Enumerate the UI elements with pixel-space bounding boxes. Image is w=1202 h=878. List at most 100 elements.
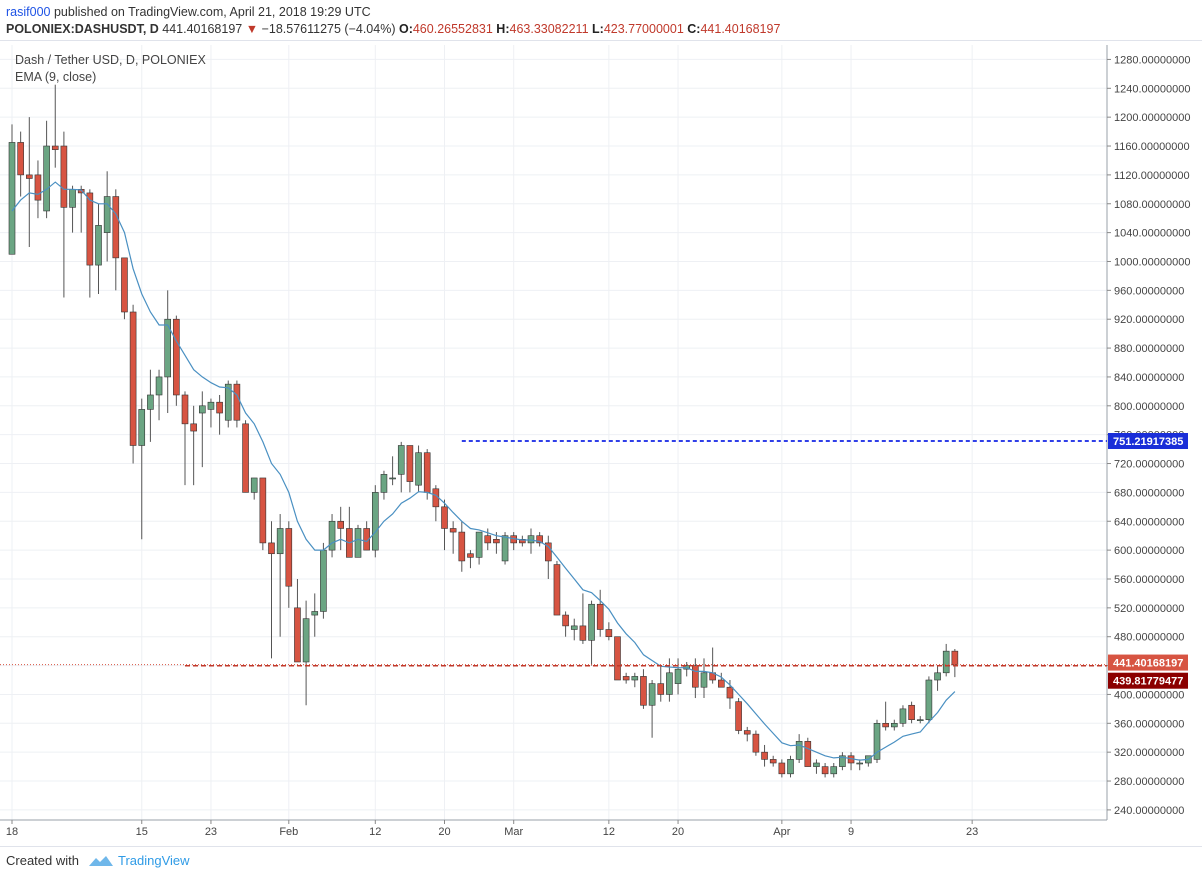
candle-body [302, 618, 310, 663]
level-lines[interactable] [0, 440, 1107, 667]
candle-down [181, 391, 189, 486]
candle-body [423, 452, 431, 493]
author-link[interactable]: rasif000 [6, 5, 51, 19]
candle-body [519, 538, 526, 544]
candle-body [328, 520, 336, 551]
candle-up [873, 719, 881, 763]
symbol-line: POLONIEX:DASHUSDT, D 441.40168197 ▼ −18.… [6, 22, 780, 36]
candle-up [397, 441, 405, 493]
candle-body [69, 189, 76, 208]
candle-up [199, 391, 206, 468]
candle-up [138, 398, 146, 540]
candle-down [86, 189, 94, 298]
x-tick-label: Feb [279, 826, 298, 838]
candle-down [605, 622, 613, 641]
candle-up [527, 528, 535, 554]
candle-down [579, 593, 587, 644]
candle-up [648, 680, 656, 738]
y-tick-label: 360.00000000 [1114, 718, 1184, 730]
candle-body [925, 679, 933, 720]
candle-body [250, 477, 258, 493]
candle-body [951, 650, 959, 666]
candle-body [320, 549, 327, 612]
x-tick-label: Mar [504, 826, 523, 838]
candle-up [354, 524, 362, 558]
close-label: C: [687, 22, 701, 36]
candle-body [536, 535, 543, 544]
tradingview-logo-icon[interactable] [88, 853, 114, 869]
legend-title: Dash / Tether USD, D, POLONIEX [15, 53, 206, 67]
down-arrow-icon: ▼ [245, 22, 259, 36]
support-badge-text: 439.81779477 [1113, 676, 1183, 688]
candle-down [34, 160, 42, 219]
candle-body [475, 531, 483, 558]
candle-body [726, 686, 734, 699]
candle-down [544, 535, 552, 579]
candle-down [519, 535, 526, 547]
candle-down [60, 131, 68, 298]
candle-body [181, 394, 189, 425]
candle-body [155, 376, 163, 396]
candle-body [700, 672, 708, 688]
candle-body [804, 741, 812, 767]
candle-body [830, 766, 838, 775]
candle-body [640, 676, 647, 706]
candle-down [77, 185, 85, 233]
published-text: published on TradingView.com, April 21, … [53, 5, 371, 19]
y-tick-label: 680.00000000 [1114, 487, 1184, 499]
candle-up [276, 514, 284, 637]
candle-body [190, 423, 197, 432]
candle-down [112, 189, 120, 291]
open-value: 460.26552831 [412, 22, 493, 36]
candle-body [371, 492, 379, 551]
tradingview-brand-link[interactable]: TradingView [118, 853, 190, 868]
candle-body [233, 383, 241, 421]
footer: Created with TradingView [0, 846, 1202, 878]
candle-up [43, 120, 50, 219]
price-chart[interactable]: 240.00000000 280.00000000 320.00000000 360.… [0, 41, 1202, 846]
high-value: 463.33082211 [509, 22, 589, 36]
candle-down [406, 445, 414, 493]
x-tick-label: 23 [966, 826, 978, 838]
candle-up [164, 290, 171, 414]
y-tick-label: 480.00000000 [1114, 632, 1184, 644]
price-badge-text: 441.40168197 [1113, 658, 1183, 670]
candle-body [614, 636, 621, 681]
symbol-name: POLONIEX:DASHUSDT, D [6, 22, 159, 36]
x-tick-label: 20 [438, 826, 450, 838]
price-badge-bg [1108, 654, 1188, 671]
price-badges: 751.21917385 441.40168197 439.81779477 [1108, 433, 1188, 689]
candle-body [579, 625, 587, 641]
x-tick-label: 12 [603, 826, 615, 838]
candle-body [216, 401, 223, 414]
candle-down [216, 394, 223, 435]
candle-down [51, 84, 59, 168]
y-tick-label: 400.00000000 [1114, 689, 1184, 701]
candle-body [363, 528, 370, 551]
candle-down [268, 521, 275, 659]
candle-body [769, 759, 777, 764]
y-tick-label: 840.00000000 [1114, 372, 1184, 384]
candle-body [501, 535, 509, 562]
x-tick-label: 18 [6, 826, 18, 838]
y-tick-label: 640.00000000 [1114, 516, 1184, 528]
candle-down [25, 117, 33, 248]
candle-up [839, 752, 846, 771]
candle-down [536, 532, 543, 547]
y-tick-label: 920.00000000 [1114, 314, 1184, 326]
candle-down [821, 762, 829, 778]
x-tick-label: 20 [672, 826, 684, 838]
candle-down [717, 672, 725, 688]
low-value: 423.77000001 [603, 22, 684, 36]
grid-lines [0, 45, 1108, 821]
candle-body [449, 528, 457, 533]
candle-body [752, 733, 760, 753]
candle-body [207, 401, 215, 410]
candle-body [605, 629, 613, 638]
candle-down [121, 257, 128, 320]
x-tick-label: Apr [773, 826, 790, 838]
candle-body [121, 257, 128, 313]
candle-body [839, 755, 846, 767]
candle-body [294, 607, 301, 663]
candle-body [795, 741, 803, 760]
